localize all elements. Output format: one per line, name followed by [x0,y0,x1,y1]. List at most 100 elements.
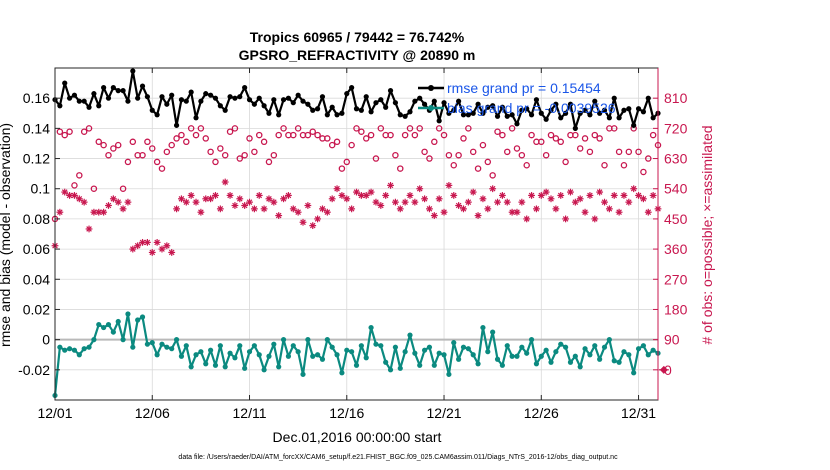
bias-data-point [91,337,97,343]
obs-possible-point [139,151,146,159]
rmse-data-point [592,98,598,104]
obs-assimilated-stroke [266,195,272,202]
bias-data-point [392,344,399,350]
bias-data-point [246,349,253,355]
obs-assimilated-stroke [183,199,190,205]
rmse-data-point [597,110,603,116]
obs-possible-point [124,158,132,166]
rmse-data-point [499,104,505,110]
obs-assimilated-point [197,208,205,216]
obs-assimilated-stroke [455,202,462,209]
obs-count-outside-marker [658,365,669,374]
bias-data-point [334,352,340,358]
rmse-data-point [446,110,452,116]
obs-assimilated-stroke [261,206,267,212]
rmse-data-point [144,94,150,100]
rmse-data-point [572,125,578,131]
axes-layer: 12/01 12/06 12/11 12/16 12/21 12/26 12/31 -0.02… [18,67,688,421]
obs-assimilated-point [280,195,287,203]
obs-assimilated-stroke [275,212,282,219]
obs-assimilated-stroke [154,239,160,246]
obs-possible-point [197,125,205,132]
bias-data-point [198,349,204,355]
obs-assimilated-point [304,202,312,209]
bias-data-point [582,346,588,352]
bias-data-point [499,362,505,368]
obs-assimilated-stroke [421,195,428,202]
obs-possible-point [435,125,443,132]
obs-assimilated-point [71,192,78,199]
rmse-data-point [397,112,403,118]
obs-possible-point [212,158,219,166]
bias-data-point [227,350,233,356]
obs-possible-point [601,162,608,169]
bias-data-point [412,350,418,356]
y-tick-label-right: 540 [664,181,688,197]
obs-assimilated-stroke [538,192,545,199]
obs-assimilated-point [173,205,180,213]
obs-possible-point [110,145,117,152]
obs-assimilated-stroke [499,192,506,199]
rmse-data-point [208,92,214,98]
bias-data-point [188,364,194,370]
obs-possible-point [314,131,321,139]
obs-assimilated-stroke [241,202,248,209]
obs-assimilated-point [464,198,472,206]
obs-possible-point [377,125,385,132]
data-file-footnote: data file: /Users/raeder/DAI/ATM_forcXX/… [178,454,618,461]
rmse-data-point [120,88,126,94]
rmse-data-point [319,94,326,100]
x-tick-label: 12/31 [621,405,656,421]
rmse-data-point [470,110,476,116]
obs-possible-point [489,172,496,179]
obs-assimilated-stroke [557,192,564,199]
obs-possible-point [80,128,88,135]
bias-data-point [465,346,471,352]
obs-assimilated-point [440,208,448,216]
rmse-data-point [135,95,141,101]
legend-rmse-marker [428,85,434,91]
rmse-data-point [290,100,296,106]
obs-possible-point [255,131,263,139]
bias-data-point [110,329,116,335]
y-tick-label-left: 0.1 [31,181,51,197]
obs-assimilated-point [168,249,176,256]
obs-assimilated-stroke [567,189,574,195]
obs-assimilated-stroke [378,202,384,209]
rmse-data-point [246,97,253,103]
obs-assimilated-stroke [86,226,92,232]
obs-assimilated-point [649,192,657,199]
bias-data-point [208,347,214,353]
obs-assimilated-stroke [300,219,306,226]
obs-assimilated-stroke [319,206,326,212]
rmse-data-point [76,98,82,104]
obs-assimilated-stroke [650,192,656,199]
obs-assimilated-point [542,188,550,196]
rmse-data-point [587,112,593,118]
bias-data-point [548,359,554,365]
obs-assimilated-point [605,205,613,213]
bias-data-point [144,341,150,347]
obs-possible-point [119,185,127,192]
bias-data-point [421,347,428,353]
bias-data-point [173,337,180,343]
obs-possible-point [260,138,268,146]
rmse-data-point [524,106,530,112]
bias-data-point [480,324,486,331]
obs-possible-point [324,135,331,142]
obs-assimilated-point [367,188,375,196]
bias-data-point [528,337,535,343]
obs-possible-point [513,145,521,152]
rmse-data-point [242,85,248,91]
obs-possible-point [85,125,93,132]
rmse-data-point [96,103,102,109]
bias-data-point [62,347,68,353]
obs-assimilated-stroke [412,199,418,205]
rmse-data-point [193,115,199,121]
obs-assimilated-point [343,195,351,203]
rmse-data-point [494,113,501,119]
obs-assimilated-stroke [465,199,472,205]
obs-assimilated-stroke [591,216,598,222]
obs-assimilated-point [148,249,156,256]
obs-assimilated-point [615,208,623,216]
